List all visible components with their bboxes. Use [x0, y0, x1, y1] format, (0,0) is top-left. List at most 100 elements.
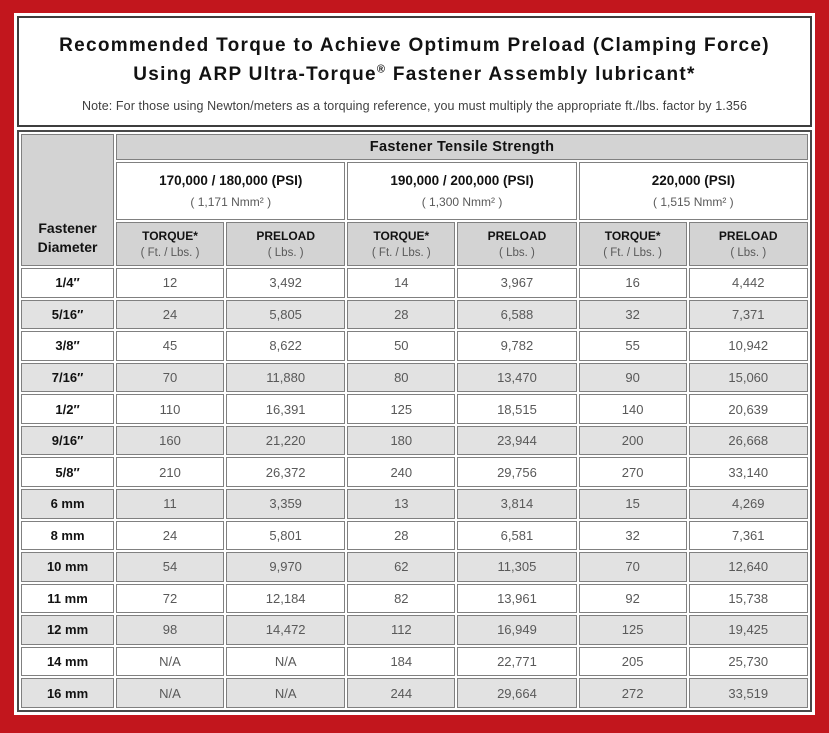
value-cell: 26,372 — [225, 457, 346, 487]
torque-column-header: TORQUE* ( Ft. / Lbs. ) — [116, 222, 224, 266]
table-row: 7/16″ 70 11,880 80 13,470 90 15,060 — [21, 362, 808, 393]
value-cell: 12 — [116, 268, 224, 298]
fastener-diameter-cell: 5/16″ — [21, 299, 115, 330]
value-cell: 98 — [116, 615, 224, 645]
value-cell: 13,470 — [457, 362, 577, 393]
preload-column-header: PRELOAD ( Lbs. ) — [225, 222, 346, 266]
table-row: 11 mm 72 12,184 82 13,961 92 15,738 — [21, 583, 808, 614]
page-title: Recommended Torque to Achieve Optimum Pr… — [25, 32, 804, 89]
value-cell: 82 — [347, 583, 456, 614]
value-cell: 22,771 — [457, 646, 577, 677]
fastener-diameter-cell: 1/4″ — [21, 268, 115, 298]
value-cell: 11,305 — [457, 552, 577, 582]
value-cell: 210 — [116, 457, 224, 487]
psi-header-190-200: 190,000 / 200,000 (PSI) ( 1,300 Nmm² ) — [347, 162, 577, 220]
value-cell: 205 — [578, 646, 687, 677]
value-cell: 4,269 — [688, 488, 808, 519]
value-cell: 54 — [116, 552, 224, 582]
value-cell: 4,442 — [688, 268, 808, 298]
value-cell: 12,640 — [688, 552, 808, 582]
conversion-note: Note: For those using Newton/meters as a… — [81, 99, 747, 113]
torque-table: Fastener Diameter Fastener Tensile Stren… — [17, 130, 812, 712]
value-cell: 14 — [347, 268, 456, 298]
torque-column-header: TORQUE* ( Ft. / Lbs. ) — [578, 222, 687, 266]
value-cell: 18,515 — [457, 394, 577, 424]
fastener-diameter-cell: 6 mm — [21, 488, 115, 519]
value-cell: 16,949 — [457, 615, 577, 645]
value-cell: 3,814 — [457, 488, 577, 519]
value-cell: 32 — [578, 299, 687, 330]
value-cell: 5,801 — [225, 520, 346, 551]
value-cell: 180 — [347, 425, 456, 456]
value-cell: 3,492 — [225, 268, 346, 298]
value-cell: 70 — [116, 362, 224, 393]
value-cell: 272 — [578, 678, 687, 708]
value-cell: 6,588 — [457, 299, 577, 330]
table-row: 12 mm 98 14,472 112 16,949 125 19,425 — [21, 615, 808, 645]
table-row: 14 mm N/A N/A 184 22,771 205 25,730 — [21, 646, 808, 677]
title-line-2: Using ARP Ultra-Torque® Fastener Assembl… — [133, 63, 696, 85]
value-cell: 29,756 — [457, 457, 577, 487]
title-panel: Recommended Torque to Achieve Optimum Pr… — [17, 16, 812, 127]
preload-column-header: PRELOAD ( Lbs. ) — [457, 222, 577, 266]
fastener-diameter-cell: 16 mm — [21, 678, 115, 708]
table-row: 1/4″ 12 3,492 14 3,967 16 4,442 — [21, 268, 808, 298]
value-cell: N/A — [225, 646, 346, 677]
table-body: 1/4″ 12 3,492 14 3,967 16 4,442 5/16″ 24 5,805 28 6… — [21, 268, 808, 708]
value-cell: 112 — [347, 615, 456, 645]
value-cell: 90 — [578, 362, 687, 393]
value-cell: 125 — [347, 394, 456, 424]
value-cell: 72 — [116, 583, 224, 614]
value-cell: 19,425 — [688, 615, 808, 645]
value-cell: N/A — [225, 678, 346, 708]
fastener-diameter-cell: 1/2″ — [21, 394, 115, 424]
psi-header-170-180: 170,000 / 180,000 (PSI) ( 1,171 Nmm² ) — [116, 162, 346, 220]
value-cell: 5,805 — [225, 299, 346, 330]
value-cell: 270 — [578, 457, 687, 487]
value-cell: 8,622 — [225, 331, 346, 361]
value-cell: 23,944 — [457, 425, 577, 456]
torque-column-header: TORQUE* ( Ft. / Lbs. ) — [347, 222, 456, 266]
title-line-1: Recommended Torque to Achieve Optimum Pr… — [59, 35, 770, 56]
value-cell: 28 — [347, 520, 456, 551]
value-cell: 11 — [116, 488, 224, 519]
value-cell: 13,961 — [457, 583, 577, 614]
value-cell: 3,967 — [457, 268, 577, 298]
value-cell: 70 — [578, 552, 687, 582]
value-cell: 3,359 — [225, 488, 346, 519]
value-cell: 14,472 — [225, 615, 346, 645]
value-cell: 28 — [347, 299, 456, 330]
value-cell: 125 — [578, 615, 687, 645]
table-row: 3/8″ 45 8,622 50 9,782 55 10,942 — [21, 331, 808, 361]
value-cell: 24 — [116, 520, 224, 551]
value-cell: 184 — [347, 646, 456, 677]
value-cell: 45 — [116, 331, 224, 361]
value-cell: 20,639 — [688, 394, 808, 424]
registered-trademark-symbol: ® — [376, 63, 387, 76]
value-cell: 26,668 — [688, 425, 808, 456]
value-cell: N/A — [116, 678, 224, 708]
value-cell: 15 — [578, 488, 687, 519]
table-row: 10 mm 54 9,970 62 11,305 70 12,640 — [21, 552, 808, 582]
table-row: 6 mm 11 3,359 13 3,814 15 4,269 — [21, 488, 808, 519]
value-cell: 32 — [578, 520, 687, 551]
value-cell: N/A — [116, 646, 224, 677]
fastener-diameter-cell: 8 mm — [21, 520, 115, 551]
fastener-diameter-cell: 9/16″ — [21, 425, 115, 456]
value-cell: 244 — [347, 678, 456, 708]
fastener-diameter-cell: 3/8″ — [21, 331, 115, 361]
value-cell: 62 — [347, 552, 456, 582]
value-cell: 9,782 — [457, 331, 577, 361]
fastener-diameter-cell: 11 mm — [21, 583, 115, 614]
value-cell: 25,730 — [688, 646, 808, 677]
value-cell: 10,942 — [688, 331, 808, 361]
value-cell: 80 — [347, 362, 456, 393]
value-cell: 9,970 — [225, 552, 346, 582]
table-row: 1/2″ 110 16,391 125 18,515 140 20,639 — [21, 394, 808, 424]
value-cell: 16 — [578, 268, 687, 298]
value-cell: 11,880 — [225, 362, 346, 393]
psi-header-220: 220,000 (PSI) ( 1,515 Nmm² ) — [578, 162, 808, 220]
table-row: 8 mm 24 5,801 28 6,581 32 7,361 — [21, 520, 808, 551]
value-cell: 33,519 — [688, 678, 808, 708]
